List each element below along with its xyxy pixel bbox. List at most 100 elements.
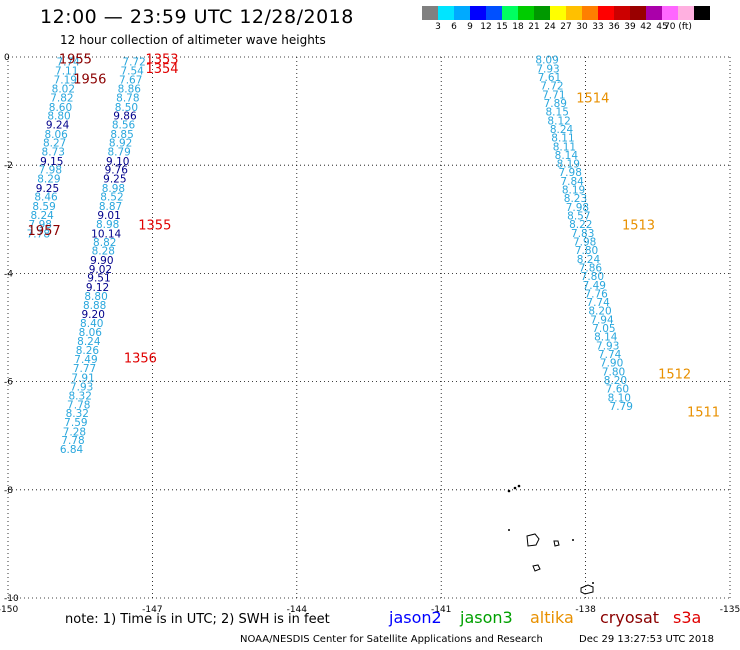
wave-height-value: 9.02 xyxy=(89,264,112,276)
legend-jason3: jason3 xyxy=(460,608,513,627)
wave-height-value: 7.94 xyxy=(590,314,614,326)
wave-height-value: 7.93 xyxy=(536,63,559,75)
map-subtitle: 12 hour collection of altimeter wave hei… xyxy=(60,33,326,47)
wave-height-value: 7.90 xyxy=(600,358,623,370)
island-marquesas-4 xyxy=(580,584,594,595)
color-scale-label: 15 xyxy=(496,22,508,32)
wave-height-value: 8.40 xyxy=(80,318,103,330)
lat-tick-label: -2 xyxy=(4,161,13,171)
island-dot-5 xyxy=(572,539,574,541)
lon-tick-label: -147 xyxy=(142,605,162,615)
map-title: 12:00 — 23:59 UTC 12/28/2018 xyxy=(40,6,354,28)
wave-height-value: 9.10 xyxy=(106,156,129,168)
wave-height-value: 8.32 xyxy=(69,391,92,403)
color-swatch xyxy=(646,6,662,20)
wave-height-value: 8.32 xyxy=(66,408,89,420)
wave-height-value: 8.22 xyxy=(569,219,592,231)
pass-time-label: 1957 xyxy=(28,224,61,239)
color-swatch xyxy=(486,6,502,20)
island-marquesas-2 xyxy=(553,540,560,547)
wave-height-value: 8.11 xyxy=(553,141,576,153)
wave-height-value: 8.12 xyxy=(547,115,570,127)
color-scale-label: 24 xyxy=(544,22,556,32)
wave-height-value: 8.82 xyxy=(93,237,116,249)
color-swatch xyxy=(422,6,438,20)
wave-height-value: 8.73 xyxy=(42,147,65,159)
wave-height-value: 9.24 xyxy=(46,120,70,132)
color-swatch xyxy=(470,6,486,20)
color-scale-bar xyxy=(422,6,710,20)
color-swatch xyxy=(582,6,598,20)
wave-height-value: 7.98 xyxy=(559,167,582,179)
wave-height-value: 7.89 xyxy=(544,98,567,110)
color-swatch xyxy=(598,6,614,20)
altimeter-tracks: 7.747.117.198.027.828.608.809.248.068.27… xyxy=(27,55,633,457)
lon-tick-label: -150 xyxy=(0,605,18,615)
wave-height-value: 8.20 xyxy=(604,375,627,387)
island-dot-1 xyxy=(507,489,511,493)
wave-height-value: 8.06 xyxy=(79,327,103,339)
island-marquesas-1 xyxy=(526,533,540,547)
wave-height-value: 7.98 xyxy=(29,219,52,231)
color-swatch xyxy=(662,6,678,20)
wave-height-value: 8.78 xyxy=(116,93,139,105)
legend-s3a: s3a xyxy=(673,608,702,627)
lat-tick-label: 0 xyxy=(4,53,10,63)
color-scale-label: 42 xyxy=(640,22,652,32)
wave-height-value: 8.29 xyxy=(37,174,60,186)
generated-date: Dec 29 13:27:53 UTC 2018 xyxy=(579,634,714,645)
color-scale-label: 12 xyxy=(480,22,492,32)
wave-height-value: 7.71 xyxy=(542,89,565,101)
wave-height-value: 7.54 xyxy=(120,66,144,78)
wave-height-value: 7.98 xyxy=(566,202,589,214)
wave-height-value: 8.98 xyxy=(102,183,125,195)
legend-cryosat: cryosat xyxy=(600,608,660,627)
color-swatch xyxy=(678,6,694,20)
credit-line: NOAA/NESDIS Center for Satellite Applica… xyxy=(240,634,543,645)
wave-height-value: 7.84 xyxy=(560,176,584,188)
wave-height-value: 8.24 xyxy=(577,254,601,266)
wave-height-value: 7.74 xyxy=(586,297,610,309)
wave-height-value: 8.09 xyxy=(535,55,558,67)
color-scale-label: 18 xyxy=(512,22,524,32)
wave-height-value: 6.84 xyxy=(60,444,84,456)
color-swatch xyxy=(566,6,582,20)
pass-time-label: 1356 xyxy=(124,351,157,366)
wave-height-value: 8.24 xyxy=(30,210,54,222)
color-swatch xyxy=(550,6,566,20)
island-dot-6 xyxy=(592,582,594,584)
lat-tick-label: -8 xyxy=(4,486,13,496)
wave-height-value: 8.80 xyxy=(47,110,70,122)
lat-tick-label: -6 xyxy=(4,378,13,388)
wave-height-value: 8.92 xyxy=(109,137,132,149)
color-scale-label: 36 xyxy=(608,22,620,32)
wave-height-value: 9.01 xyxy=(97,210,120,222)
wave-height-value: 7.80 xyxy=(581,271,604,283)
legend-altika: altika xyxy=(530,608,574,627)
wave-height-value: 7.82 xyxy=(50,93,73,105)
wave-height-value: 7.77 xyxy=(73,363,96,375)
color-scale-label: 45 xyxy=(656,22,668,32)
wave-height-value: 8.20 xyxy=(588,306,611,318)
wave-height-value: 8.19 xyxy=(557,159,580,171)
lon-tick-label: -138 xyxy=(575,605,596,615)
wave-height-value: 10.14 xyxy=(91,228,121,240)
color-scale-label: 39 xyxy=(624,22,636,32)
wave-height-value: 8.10 xyxy=(608,392,631,404)
wave-height-value: 7.78 xyxy=(61,435,84,447)
wave-height-value: 8.14 xyxy=(555,150,579,162)
islands xyxy=(507,484,594,595)
wave-height-value: 9.20 xyxy=(82,309,105,321)
wave-height-value: 8.15 xyxy=(546,107,569,119)
pass-time-label: 1354 xyxy=(145,62,178,77)
wave-height-value: 8.06 xyxy=(44,129,68,141)
lat-tick-label: -4 xyxy=(4,269,13,279)
lon-tick-label: -135 xyxy=(720,605,740,615)
wave-height-value: 8.24 xyxy=(550,124,574,136)
color-swatch xyxy=(502,6,518,20)
pass-time-label: 1514 xyxy=(576,92,609,107)
color-scale-label: 9 xyxy=(467,22,473,32)
wave-height-value: 7.78 xyxy=(27,228,50,240)
